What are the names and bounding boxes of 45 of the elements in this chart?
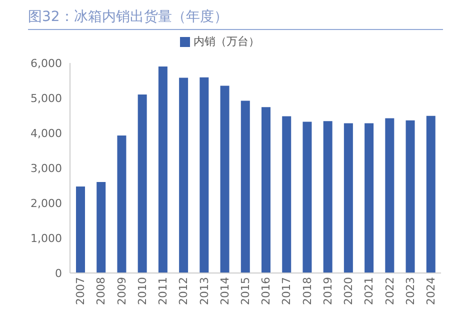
x-tick-label: 2010: [136, 277, 149, 305]
bar: [200, 77, 209, 273]
bar: [364, 123, 374, 273]
x-tick-label: 2018: [300, 277, 314, 305]
x-tick-label: 2009: [115, 277, 128, 305]
y-tick-label: 0: [55, 266, 62, 280]
bar: [138, 94, 147, 273]
y-tick-label: 3,000: [30, 162, 62, 175]
bar: [96, 182, 106, 273]
x-tick-label: 2013: [198, 277, 211, 305]
bar: [406, 120, 415, 273]
bar: [117, 135, 126, 273]
bar: [323, 121, 332, 273]
bar: [179, 78, 188, 273]
y-tick-label: 4,000: [30, 126, 62, 140]
bar: [302, 122, 312, 273]
y-tick-label: 1,000: [30, 232, 62, 245]
bar: [76, 186, 85, 273]
x-tick-label: 2020: [342, 277, 356, 305]
chart-title: 图32：冰箱内销出货量（年度）: [28, 8, 443, 30]
bar: [426, 116, 436, 273]
bar: [262, 107, 270, 273]
x-tick-label: 2015: [239, 277, 252, 305]
bar: [240, 100, 250, 273]
y-tick-label: 6,000: [30, 56, 62, 70]
bar: [385, 118, 394, 273]
x-tick-label: 2019: [321, 277, 334, 305]
x-tick-label: 2012: [177, 277, 190, 305]
x-tick-label: 2024: [424, 277, 438, 305]
y-tick-label: 5,000: [30, 92, 62, 105]
bar: [158, 66, 168, 273]
x-tick-label: 2023: [404, 277, 417, 305]
bar: [220, 86, 230, 273]
x-tick-label: 2011: [156, 277, 170, 305]
bar: [344, 123, 353, 273]
x-tick-label: 2017: [280, 277, 294, 305]
legend-label: 内销（万台）: [194, 35, 260, 48]
x-tick-label: 2014: [218, 277, 232, 305]
x-tick-label: 2022: [383, 277, 396, 305]
x-tick-label: 2008: [94, 277, 108, 305]
y-tick-label: 2,000: [30, 196, 62, 210]
x-tick-label: 2016: [260, 277, 273, 305]
bar: [282, 116, 292, 273]
x-tick-label: 2021: [362, 277, 376, 305]
x-tick-label: 2007: [74, 277, 88, 305]
